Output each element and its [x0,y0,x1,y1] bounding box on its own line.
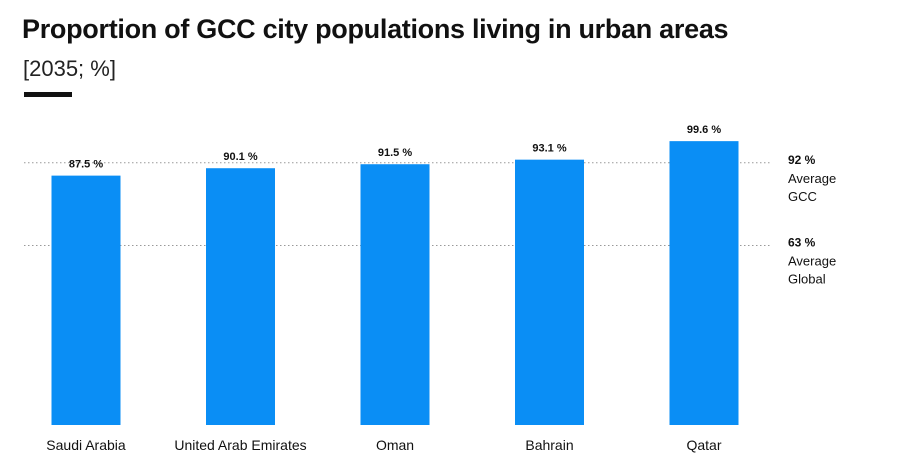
bar [669,141,739,425]
data-label: 90.1 % [223,151,257,163]
data-label: 91.5 % [378,147,412,159]
data-label: 99.6 % [687,124,721,136]
bar [206,168,275,425]
category-label: Bahrain [525,437,573,453]
category-label: Oman [376,437,414,453]
bar [515,159,584,426]
reference-text-label: Global [788,271,826,286]
reference-value-label: 92 % [788,153,816,167]
category-label: Saudi Arabia [46,437,126,453]
reference-text-label: GCC [788,189,817,204]
chart-subtitle: [2035; %] [23,56,116,81]
reference-text-label: Average [788,171,836,186]
title-underline [24,92,72,97]
reference-text-label: Average [788,253,836,268]
category-label: Qatar [686,437,721,453]
bar [360,164,430,425]
bar [51,175,121,425]
chart-title: Proportion of GCC city populations livin… [22,14,729,44]
reference-value-label: 63 % [788,235,816,249]
data-label: 93.1 % [532,143,566,155]
category-label: United Arab Emirates [174,437,306,453]
data-label: 87.5 % [69,159,103,171]
